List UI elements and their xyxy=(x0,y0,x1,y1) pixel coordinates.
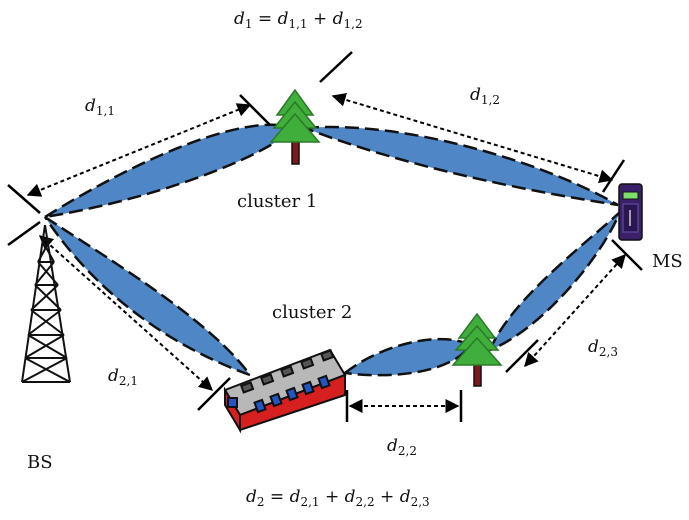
tower-icon xyxy=(22,225,70,382)
bus-icon xyxy=(225,350,345,430)
label-d12: d1,2 xyxy=(470,85,500,107)
cluster2-label: cluster 2 xyxy=(272,302,352,323)
equation-d2: d2 = d2,1 + d2,2 + d2,3 xyxy=(246,487,430,509)
phone-icon xyxy=(619,184,642,240)
beam-cluster2-tree xyxy=(345,339,470,375)
label-d21: d2,1 xyxy=(108,366,138,388)
tree-icon xyxy=(271,90,319,164)
beam-bs-cluster2 xyxy=(45,217,250,375)
equation-d1: d1 = d1,1 + d1,2 xyxy=(234,9,363,31)
label-d11: d1,1 xyxy=(85,96,115,118)
beam-cluster1-ms xyxy=(305,127,618,205)
bs-label: BS xyxy=(27,452,53,473)
label-d23: d2,3 xyxy=(588,337,618,359)
ms-label: MS xyxy=(652,251,683,272)
cluster1-label: cluster 1 xyxy=(237,191,317,212)
label-d22: d2,2 xyxy=(387,436,417,458)
tree-icon xyxy=(453,314,501,386)
